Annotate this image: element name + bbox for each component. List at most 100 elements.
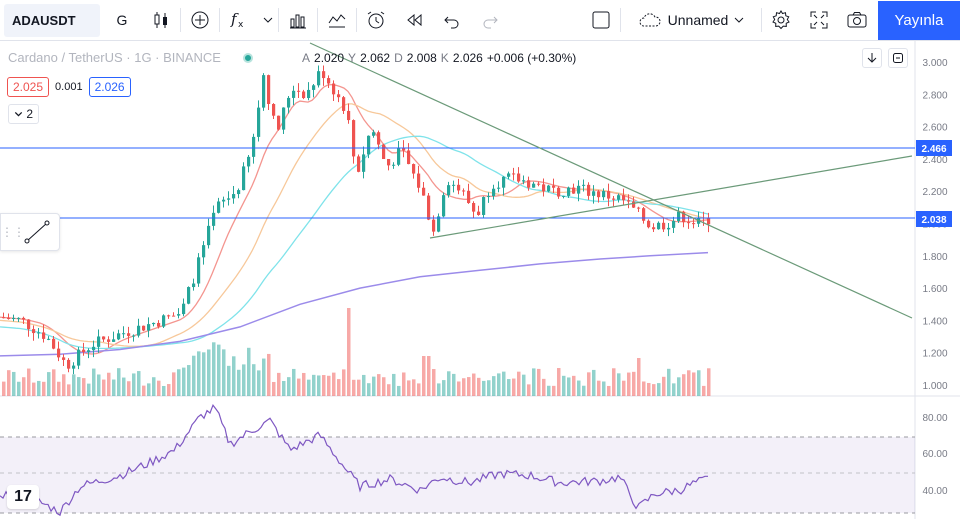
- rsi-axis-tick: 80.00: [922, 413, 947, 424]
- compare-button[interactable]: [181, 0, 219, 41]
- volume-bar: [77, 377, 81, 396]
- volume-bar: [677, 377, 681, 396]
- settings-button[interactable]: [762, 0, 800, 41]
- volume-bar: [107, 372, 111, 396]
- ideas-button[interactable]: [318, 0, 356, 41]
- candle-body: [692, 223, 696, 225]
- indicators-collapse-toggle[interactable]: 2: [8, 104, 40, 124]
- volume-bar: [82, 378, 86, 396]
- candle-body: [77, 349, 81, 366]
- layout-name-button[interactable]: Unnamed: [621, 0, 761, 41]
- arrow-down-icon: [867, 53, 877, 63]
- volume-bar: [242, 364, 246, 396]
- candle-body: [232, 194, 236, 199]
- volume-bar: [452, 373, 456, 396]
- volume-bar: [357, 379, 361, 396]
- trend-line-tool-icon[interactable]: [17, 217, 57, 247]
- volume-bar: [312, 374, 316, 396]
- volume-bar: [252, 364, 256, 396]
- candle-body: [457, 184, 461, 191]
- buy-price-button[interactable]: 2.026: [88, 77, 131, 97]
- volume-bar: [642, 381, 646, 396]
- toolbar-separator: [180, 8, 181, 32]
- layout-button[interactable]: [582, 0, 620, 41]
- candle-body: [67, 359, 71, 369]
- candle-body: [502, 176, 506, 188]
- trendline-ascending[interactable]: [429, 155, 913, 239]
- volume-bar: [237, 369, 241, 396]
- floating-drawing-toolbar[interactable]: ⋮⋮: [0, 213, 60, 251]
- price-axis-tick: 1.200: [922, 349, 947, 360]
- candle-body: [397, 148, 401, 165]
- volume-bar: [47, 372, 51, 396]
- candle-body: [382, 144, 386, 160]
- volume-bar: [57, 381, 61, 396]
- volume-bar: [32, 382, 36, 396]
- financials-icon: [290, 14, 306, 29]
- symbol-search-button[interactable]: ADAUSDT: [4, 3, 100, 37]
- volume-bar: [142, 385, 146, 396]
- market-status-icon[interactable]: [242, 52, 253, 63]
- candle-body: [517, 173, 521, 182]
- volume-bar: [307, 379, 311, 396]
- volume-bar: [412, 379, 416, 396]
- chart-area[interactable]: 3.0002.8002.6002.4002.2002.0001.8001.600…: [0, 41, 960, 519]
- candle-body: [407, 150, 411, 165]
- layout-square-icon: [592, 11, 610, 29]
- interval-button[interactable]: G: [116, 12, 128, 28]
- candle-body: [622, 195, 626, 201]
- fullscreen-button[interactable]: [800, 0, 838, 41]
- toolbar-separator: [356, 8, 357, 32]
- candle-body: [27, 319, 31, 330]
- drag-handle-icon[interactable]: ⋮⋮: [1, 225, 25, 239]
- rewind-icon: [407, 13, 422, 27]
- candle-body: [317, 71, 321, 86]
- candle-body: [272, 104, 276, 116]
- volume-bar: [602, 381, 606, 396]
- tradingview-logo[interactable]: 17: [7, 485, 39, 509]
- sell-price-button[interactable]: 2.025: [7, 77, 50, 97]
- volume-bar: [552, 385, 556, 396]
- screenshot-button[interactable]: [838, 0, 876, 41]
- rsi-axis-tick: 40.00: [922, 486, 947, 497]
- volume-bar: [462, 378, 466, 396]
- chart-canvas[interactable]: 3.0002.8002.6002.4002.2002.0001.8001.600…: [0, 41, 960, 519]
- redo-button[interactable]: [471, 0, 509, 41]
- volume-bar: [672, 383, 676, 396]
- candle-body: [302, 91, 306, 99]
- candle-body: [117, 333, 121, 340]
- candle-body: [492, 188, 496, 197]
- candle-body: [637, 207, 641, 209]
- trendline-descending[interactable]: [309, 42, 913, 319]
- candle-body: [287, 97, 291, 108]
- volume-bar: [262, 358, 266, 396]
- candle-body: [687, 222, 691, 224]
- candle-body: [422, 187, 426, 196]
- templates-dropdown[interactable]: [258, 0, 278, 41]
- candle-body: [142, 325, 146, 331]
- candle-body: [527, 180, 531, 188]
- ohlc-high-key: Y: [348, 51, 357, 65]
- candle-body: [552, 185, 556, 188]
- volume-bar: [317, 375, 321, 396]
- undo-button[interactable]: [433, 0, 471, 41]
- candle-body: [437, 216, 441, 232]
- volume-bar: [187, 365, 191, 396]
- volume-bar: [512, 378, 516, 396]
- volume-bar: [592, 369, 596, 396]
- reset-view-button[interactable]: [888, 48, 908, 68]
- replay-button[interactable]: [395, 0, 433, 41]
- volume-bar: [537, 368, 541, 396]
- publish-button[interactable]: Yayınla: [878, 1, 960, 40]
- candle-body: [672, 220, 676, 228]
- financials-button[interactable]: [279, 0, 317, 41]
- volume-bar: [217, 344, 221, 396]
- toolbar-separator: [620, 8, 621, 32]
- bar-style-button[interactable]: [142, 0, 180, 41]
- scroll-down-button[interactable]: [862, 48, 882, 68]
- volume-bar: [277, 372, 281, 396]
- series-legend[interactable]: Cardano / TetherUS · 1G · BINANCE: [8, 50, 253, 65]
- candle-body: [42, 332, 46, 339]
- alerts-button[interactable]: [357, 0, 395, 41]
